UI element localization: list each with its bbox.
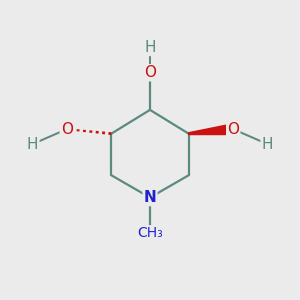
Text: O: O	[227, 122, 239, 137]
Text: CH₃: CH₃	[137, 226, 163, 240]
Text: H: H	[27, 136, 38, 152]
Text: N: N	[144, 190, 156, 205]
Text: O: O	[61, 122, 73, 137]
Polygon shape	[189, 124, 234, 134]
Text: H: H	[262, 136, 273, 152]
Text: O: O	[144, 65, 156, 80]
Text: H: H	[144, 40, 156, 55]
